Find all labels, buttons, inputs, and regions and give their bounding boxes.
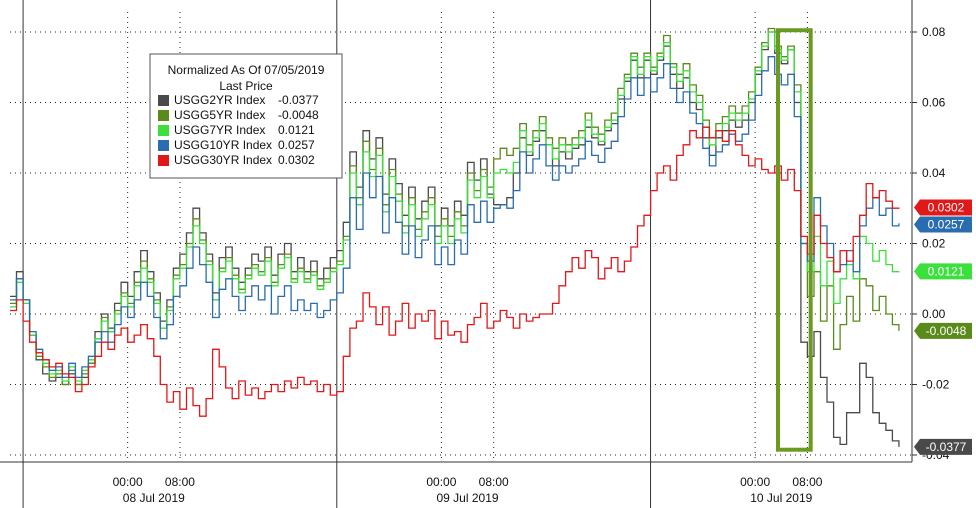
- day-label: 09 Jul 2019: [437, 491, 499, 505]
- legend-series-last: -0.0048: [278, 108, 319, 122]
- badge-shape: [914, 216, 972, 233]
- series-line-usgg10yr: [10, 56, 900, 379]
- series-line-usgg7yr: [10, 31, 900, 382]
- legend: Normalized As Of 07/05/2019 Last Price U…: [149, 53, 343, 179]
- legend-swatch: [158, 155, 169, 166]
- y-tick-label: 0.06: [922, 96, 946, 110]
- series-lines: [10, 27, 900, 447]
- y-tick-label: 0.08: [922, 25, 946, 39]
- legend-series-last: 0.0121: [278, 123, 315, 137]
- x-tick-label: 00:00: [113, 475, 143, 489]
- x-tick-label: 00:00: [426, 475, 456, 489]
- day-labels: 08 Jul 2019 09 Jul 2019 10 Jul 2019: [123, 491, 813, 505]
- legend-series-last: 0.0302: [278, 153, 315, 167]
- legend-swatch: [158, 95, 169, 106]
- x-tick-label: 08:00: [479, 475, 509, 489]
- legend-series-name: USGG7YR Index: [174, 123, 265, 137]
- y-tick-label: 0.04: [922, 166, 946, 180]
- legend-series-last: 0.0257: [278, 138, 315, 152]
- y-tick-labels: 0.080.060.040.020.00-0.02-0.04: [912, 25, 950, 462]
- badge-usgg7yr: 0.0121: [914, 263, 972, 280]
- x-tick-label: 08:00: [165, 475, 195, 489]
- badge-usgg5yr: -0.0048: [914, 322, 972, 339]
- badge-shape: [914, 263, 972, 280]
- legend-series-last: -0.0377: [278, 93, 319, 107]
- x-tick-labels: 00:00 08:00 00:00 08:00 00:00 08:00: [113, 475, 823, 489]
- legend-subtitle: Last Price: [219, 79, 273, 93]
- series-line-usgg30yr: [10, 126, 900, 417]
- legend-swatch: [158, 110, 169, 121]
- legend-items: USGG2YR Index -0.0377 USGG5YR Index -0.0048…: [158, 93, 319, 167]
- x-tick-label: 00:00: [740, 475, 770, 489]
- x-tick-label: 08:00: [792, 475, 822, 489]
- legend-swatch: [158, 140, 169, 151]
- badge-shape: [914, 322, 972, 339]
- badge-usgg30yr: 0.0302: [914, 199, 972, 216]
- legend-title: Normalized As Of 07/05/2019: [168, 63, 325, 77]
- badge-value: 0.0121: [928, 264, 965, 278]
- last-value-badges: 0.0302 0.0257 0.0121 -0.0048 -0.0377: [914, 199, 972, 455]
- y-tick-label: -0.02: [922, 378, 950, 392]
- day-label: 08 Jul 2019: [123, 491, 185, 505]
- badge-shape: [914, 199, 972, 216]
- badge-value: -0.0377: [926, 440, 967, 454]
- badge-usgg10yr: 0.0257: [914, 216, 972, 233]
- badge-value: 0.0257: [928, 218, 965, 232]
- y-tick-label: 0.00: [922, 307, 946, 321]
- badge-value: 0.0302: [928, 201, 965, 215]
- legend-box: [149, 53, 343, 179]
- badge-shape: [914, 438, 972, 455]
- y-tick-label: 0.02: [922, 237, 946, 251]
- legend-series-name: USGG10YR Index: [174, 138, 272, 152]
- badge-value: -0.0048: [926, 324, 967, 338]
- legend-series-name: USGG2YR Index: [174, 93, 265, 107]
- legend-series-name: USGG5YR Index: [174, 108, 265, 122]
- legend-swatch: [158, 125, 169, 136]
- badge-usgg2yr: -0.0377: [914, 438, 972, 455]
- legend-series-name: USGG30YR Index: [174, 153, 272, 167]
- highlight-box: [776, 28, 813, 452]
- day-label: 10 Jul 2019: [750, 491, 812, 505]
